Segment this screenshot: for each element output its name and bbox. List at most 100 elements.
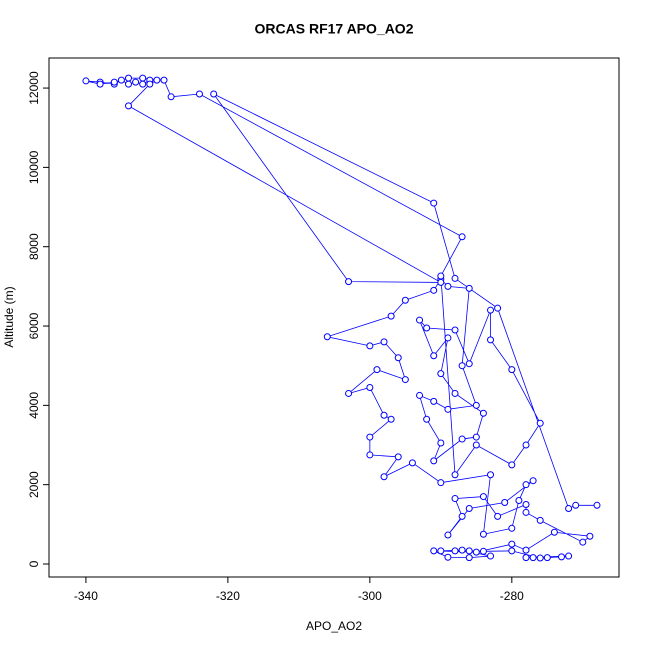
data-point — [508, 524, 516, 532]
data-line — [85, 77, 597, 559]
data-point — [550, 528, 558, 536]
data-point — [139, 74, 147, 82]
data-point — [380, 473, 388, 481]
data-point — [522, 441, 530, 449]
data-point — [430, 397, 438, 405]
data-point — [558, 553, 566, 561]
data-point — [522, 546, 530, 554]
data-point — [345, 278, 353, 286]
data-point — [487, 552, 495, 560]
data-point — [380, 411, 388, 419]
data-point — [394, 354, 402, 362]
data-point — [487, 336, 495, 344]
data-point — [444, 334, 452, 342]
y-tick-label: 0 — [27, 560, 41, 567]
data-point — [132, 78, 140, 86]
data-point — [139, 80, 147, 88]
data-point — [444, 531, 452, 539]
data-point — [529, 477, 537, 485]
data-point — [465, 554, 473, 562]
data-point — [195, 90, 203, 98]
data-point — [451, 547, 459, 555]
data-point — [479, 409, 487, 417]
data-point — [401, 376, 409, 384]
data-point — [437, 439, 445, 447]
data-point — [167, 93, 175, 101]
data-point — [494, 512, 502, 520]
data-point — [522, 554, 530, 562]
data-point — [366, 433, 374, 441]
data-point — [472, 548, 480, 556]
data-point — [82, 77, 90, 85]
x-tick-label: -340 — [74, 589, 98, 603]
data-point — [444, 405, 452, 413]
data-point — [451, 274, 459, 282]
data-point — [465, 547, 473, 555]
data-point — [366, 384, 374, 392]
data-point — [416, 316, 424, 324]
y-tick-label: 10000 — [27, 150, 41, 184]
data-point — [366, 451, 374, 459]
data-point — [146, 80, 154, 88]
y-tick-label: 12000 — [27, 71, 41, 105]
data-point — [536, 516, 544, 524]
data-point — [508, 461, 516, 469]
data-point — [387, 312, 395, 320]
data-point — [508, 547, 516, 555]
data-point — [529, 554, 537, 562]
data-point — [394, 453, 402, 461]
y-tick-label: 2000 — [27, 471, 41, 498]
data-point — [210, 90, 218, 98]
x-tick-label: -280 — [500, 589, 524, 603]
data-point — [586, 532, 594, 540]
data-point — [536, 554, 544, 562]
x-axis-label: APO_AO2 — [306, 619, 362, 633]
data-point — [437, 272, 445, 280]
data-point — [515, 497, 523, 505]
x-tick-label: -320 — [216, 589, 240, 603]
data-point — [125, 102, 133, 110]
data-point — [487, 471, 495, 479]
data-point — [125, 74, 133, 82]
data-point — [423, 324, 431, 332]
data-point — [458, 435, 466, 443]
data-point — [522, 481, 530, 489]
y-axis-label: Altitude (m) — [2, 286, 16, 347]
y-tick-label: 4000 — [27, 392, 41, 419]
data-point — [565, 504, 573, 512]
data-point — [494, 304, 502, 312]
data-point — [522, 508, 530, 516]
data-point — [593, 501, 601, 509]
data-point — [479, 493, 487, 501]
data-point — [472, 433, 480, 441]
x-tick-label: -300 — [358, 589, 382, 603]
data-point — [487, 306, 495, 314]
chart-title: ORCAS RF17 APO_AO2 — [255, 21, 414, 37]
data-point — [536, 419, 544, 427]
data-point — [444, 282, 452, 290]
data-point — [458, 362, 466, 370]
data-point — [323, 333, 331, 341]
data-point — [430, 547, 438, 555]
y-tick-label: 8000 — [27, 233, 41, 260]
data-point — [401, 296, 409, 304]
data-point — [465, 504, 473, 512]
data-point — [430, 199, 438, 207]
data-point — [579, 538, 587, 546]
data-point — [437, 370, 445, 378]
data-point — [444, 553, 452, 561]
data-point — [508, 366, 516, 374]
data-point — [465, 360, 473, 368]
data-point — [96, 80, 104, 88]
data-point — [408, 459, 416, 467]
data-point — [458, 546, 466, 554]
data-point — [572, 501, 580, 509]
data-point — [458, 512, 466, 520]
data-point — [430, 457, 438, 465]
data-point — [451, 389, 459, 397]
data-point — [416, 391, 424, 399]
data-point — [451, 471, 459, 479]
data-point — [458, 233, 466, 241]
